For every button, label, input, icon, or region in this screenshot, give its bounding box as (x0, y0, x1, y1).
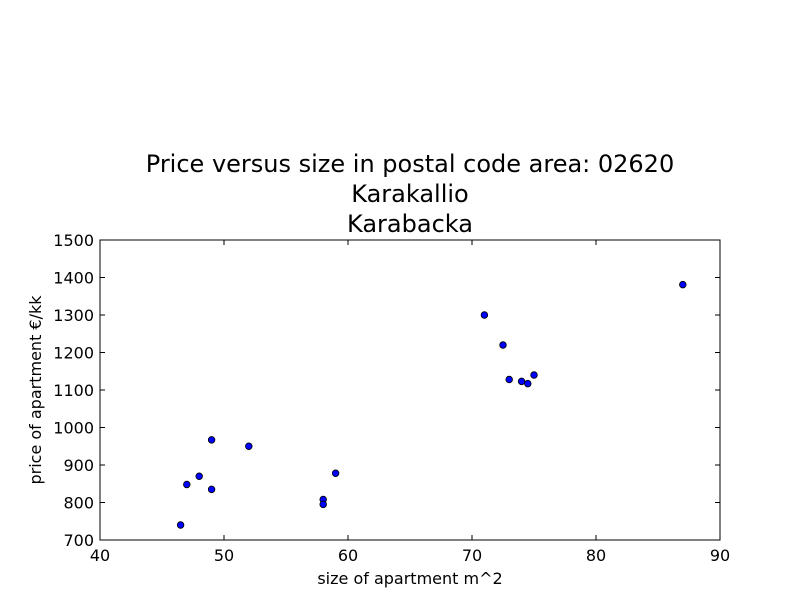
axis-ticks (99, 239, 721, 541)
chart-title-line-2: Karakallio (351, 180, 468, 208)
scatter-point (176, 521, 185, 529)
x-tick-label: 40 (90, 546, 110, 565)
y-tick-label: 800 (63, 494, 94, 513)
scatter-point (480, 311, 489, 319)
scatter-point (530, 371, 538, 379)
y-tick-label: 900 (63, 456, 94, 475)
chart-title-line-1: Price versus size in postal code area: 0… (146, 150, 674, 178)
scatter-point (331, 469, 340, 477)
y-axis-label: price of apartment €/kk (26, 295, 45, 485)
scatter-point (524, 379, 532, 388)
x-tick-label: 50 (214, 546, 234, 565)
y-tick-label: 1100 (53, 381, 94, 400)
y-tick-label: 1000 (53, 419, 94, 438)
x-axis-tick-labels: 40 50 60 70 80 90 (90, 546, 730, 565)
scatter-point (679, 280, 687, 289)
y-tick-label: 1300 (53, 306, 94, 325)
y-tick-label: 700 (63, 531, 94, 550)
scatter-point (499, 341, 507, 349)
scatter-point (245, 442, 253, 450)
x-tick-label: 90 (710, 546, 730, 565)
plot-area-frame (99, 239, 721, 541)
y-axis-tick-labels: 700 800 900 1000 1100 1200 1300 1400 1500 (53, 231, 94, 550)
scatter-point (207, 485, 216, 494)
scatter-point (207, 436, 216, 444)
y-tick-label: 1200 (53, 344, 94, 363)
y-tick-label: 1500 (53, 231, 94, 250)
scatter-point (517, 377, 526, 386)
x-tick-label: 70 (462, 546, 482, 565)
scatter-point (183, 480, 191, 489)
x-tick-label: 80 (586, 546, 606, 565)
chart-title: Price versus size in postal code area: 0… (146, 150, 674, 238)
scatter-point (319, 500, 327, 509)
chart-title-line-3: Karabacka (347, 210, 473, 238)
x-axis-label: size of apartment m^2 (317, 569, 502, 588)
x-tick-label: 60 (338, 546, 358, 565)
y-tick-label: 1400 (53, 269, 94, 288)
scatter-point (195, 472, 203, 480)
scatter-point (505, 375, 513, 384)
data-points (176, 280, 687, 529)
